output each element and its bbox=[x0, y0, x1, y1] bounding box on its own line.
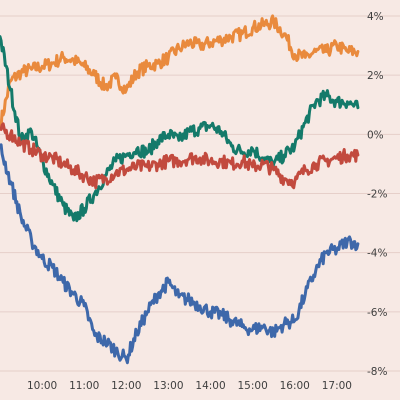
x-tick-label: 17:00 bbox=[322, 380, 352, 392]
y-tick-label: -8% bbox=[367, 366, 387, 378]
series-line-3 bbox=[0, 122, 360, 190]
y-tick-label: -2% bbox=[367, 189, 387, 201]
y-tick-label: -4% bbox=[367, 248, 387, 260]
x-axis-labels: 10:00 11:00 12:00 13:00 14:00 15:00 16:00 17:00 bbox=[27, 380, 352, 392]
y-tick-label: 2% bbox=[367, 70, 384, 82]
series-line-2 bbox=[0, 35, 360, 223]
series-line-1 bbox=[0, 14, 360, 130]
y-axis-labels: 4% 2% 0% -2% -4% -6% -8% bbox=[367, 11, 387, 378]
x-tick-label: 10:00 bbox=[27, 380, 57, 392]
x-tick-label: 11:00 bbox=[69, 380, 99, 392]
series-layer bbox=[0, 14, 360, 365]
x-tick-label: 14:00 bbox=[195, 380, 225, 392]
x-tick-label: 13:00 bbox=[153, 380, 183, 392]
y-tick-label: 4% bbox=[367, 11, 384, 23]
x-tick-label: 15:00 bbox=[237, 380, 267, 392]
series-line-4 bbox=[0, 143, 360, 365]
y-tick-label: 0% bbox=[367, 129, 384, 141]
x-tick-label: 12:00 bbox=[111, 380, 141, 392]
x-tick-label: 16:00 bbox=[280, 380, 310, 392]
y-tick-label: -6% bbox=[367, 307, 387, 319]
